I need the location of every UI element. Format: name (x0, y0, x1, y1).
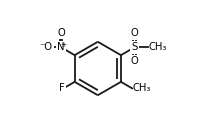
Text: O: O (131, 28, 138, 38)
Text: +: + (60, 42, 66, 48)
Text: ⁻O: ⁻O (40, 42, 53, 52)
Text: CH₃: CH₃ (148, 42, 167, 52)
Text: S: S (131, 42, 138, 52)
Text: F: F (59, 83, 65, 93)
Text: O: O (57, 28, 65, 38)
Text: O: O (131, 56, 138, 66)
Text: CH₃: CH₃ (133, 83, 151, 93)
Text: N: N (57, 42, 65, 52)
